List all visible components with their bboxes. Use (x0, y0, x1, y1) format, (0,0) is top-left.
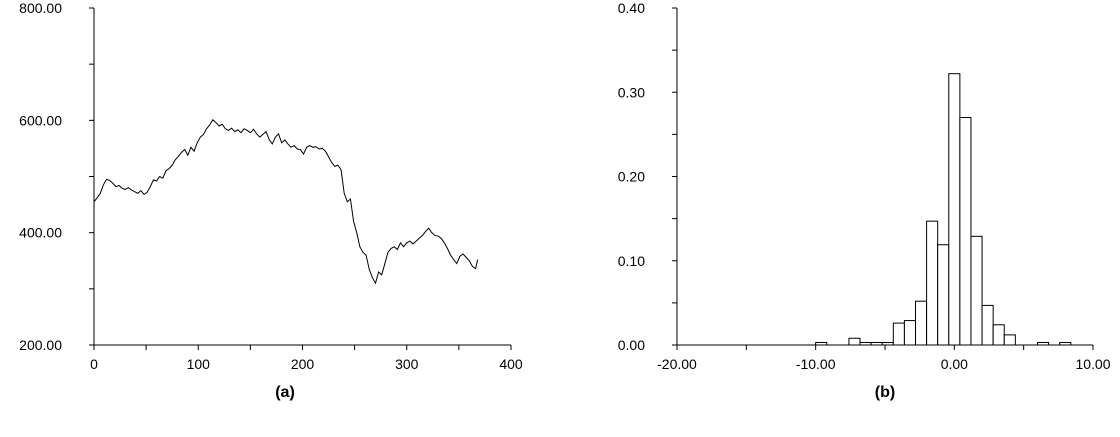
y-tick-label: 0.10 (618, 253, 645, 269)
histogram-bar (970, 235, 983, 346)
histogram-bar (937, 244, 950, 346)
y-tick-label: 200.00 (19, 337, 62, 353)
histogram-bar (881, 341, 894, 346)
x-tick-label: 0 (90, 356, 98, 372)
x-tick-label: 10.00 (1075, 356, 1110, 372)
histogram-bar (1037, 341, 1050, 346)
price-series-line (93, 118, 479, 285)
y-tick-label: 0.30 (618, 84, 645, 100)
histogram-bar (892, 322, 905, 346)
y-tick-label: 800.00 (19, 0, 62, 16)
histogram-bar (915, 300, 928, 346)
x-tick-label: 300 (395, 356, 419, 372)
x-tick-label: -20.00 (657, 356, 697, 372)
histogram-bar (848, 337, 861, 346)
x-tick-label: 100 (187, 356, 211, 372)
histogram-bar (992, 324, 1005, 346)
y-tick-label: 600.00 (19, 112, 62, 128)
x-tick-label: 400 (499, 356, 523, 372)
panel-a-line-chart: 0 100 200 300 400 200.00 400.00 600.00 800.00 (19, 0, 523, 372)
x-tick-label: 200 (291, 356, 315, 372)
panel-b-histogram: -20.00 -10.00 0.00 10.00 0.00 0.10 0.20 0.30 0.4… (618, 0, 1111, 372)
histogram-bar (815, 341, 828, 346)
histogram-bar (948, 73, 961, 346)
histogram-bar (903, 320, 917, 346)
x-tick-label: -10.00 (796, 356, 836, 372)
y-tick-label: 0.00 (618, 337, 645, 353)
histogram-bar (1003, 334, 1016, 346)
histogram-bar (981, 304, 994, 346)
histogram-bar (926, 220, 939, 346)
caption-a: (a) (275, 384, 295, 401)
histogram-bar (870, 341, 883, 346)
x-tick-label: 0.00 (941, 356, 968, 372)
y-tick-label: 400.00 (19, 225, 62, 241)
histogram-bar (859, 341, 872, 346)
caption-b: (b) (875, 384, 895, 401)
y-tick-label: 0.40 (618, 0, 645, 16)
y-tick-label: 0.20 (618, 169, 645, 185)
histogram-bar (1059, 341, 1072, 346)
histogram-bar (959, 117, 972, 346)
